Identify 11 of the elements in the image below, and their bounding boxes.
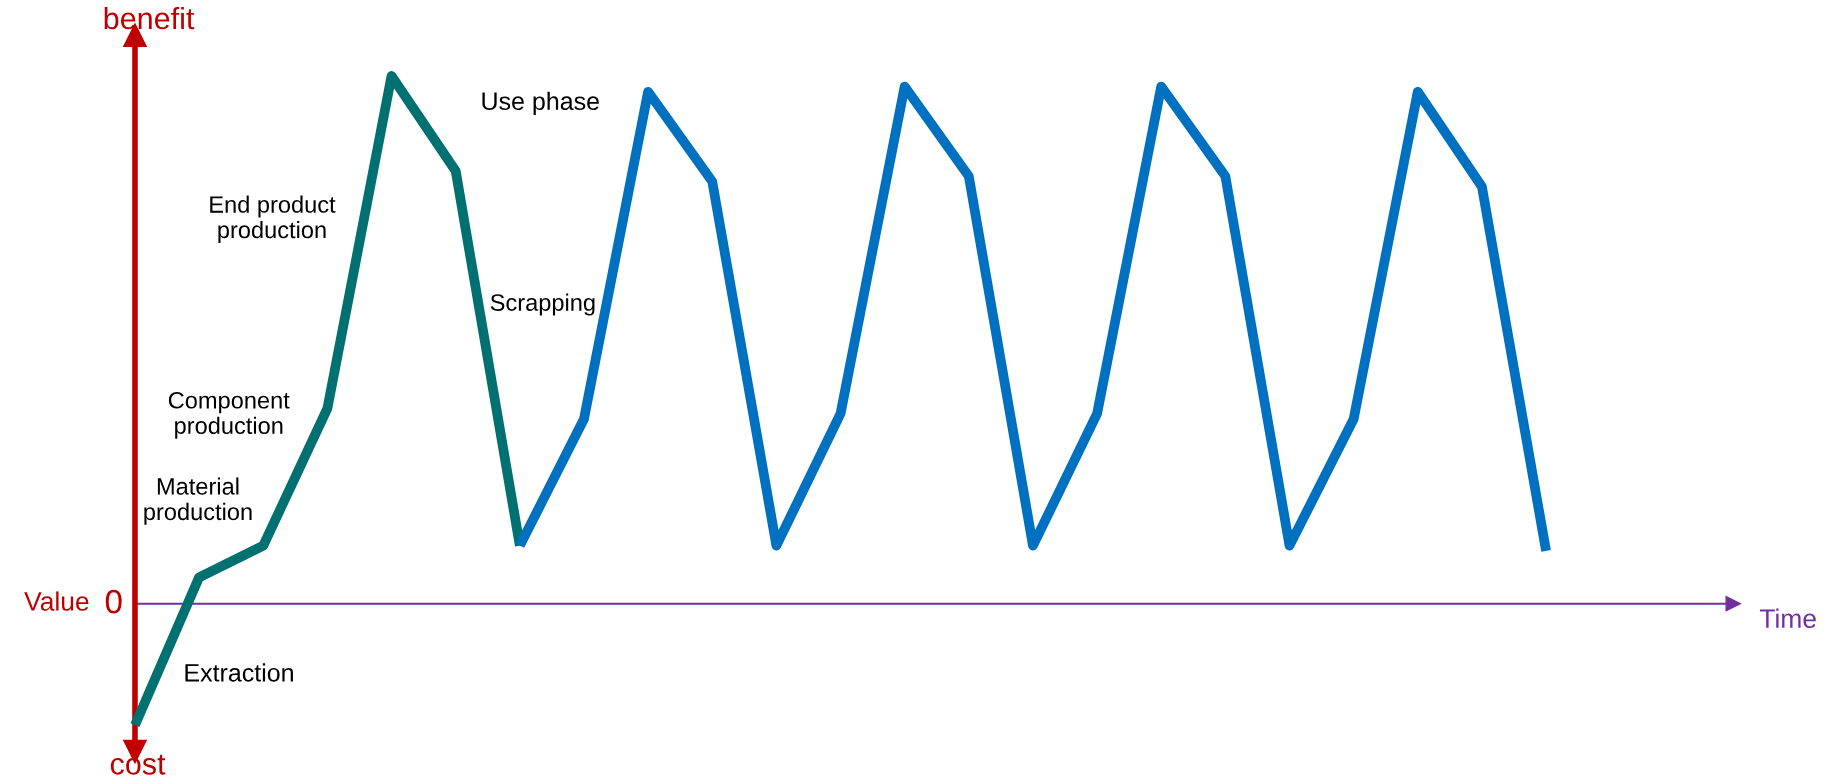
annotation: Scrapping (490, 293, 595, 316)
text: cost (110, 754, 166, 775)
annotation: Use phase (482, 91, 599, 116)
annotation: 0 (105, 589, 122, 614)
annotation: Extraction (185, 663, 293, 682)
annotation: Component production (168, 391, 290, 439)
annotation: Material production (144, 477, 252, 525)
text: benefit (104, 6, 195, 30)
text: Time (1759, 608, 1816, 628)
y-axis-title: Value (24, 591, 89, 611)
annotation: End product production (210, 195, 336, 243)
